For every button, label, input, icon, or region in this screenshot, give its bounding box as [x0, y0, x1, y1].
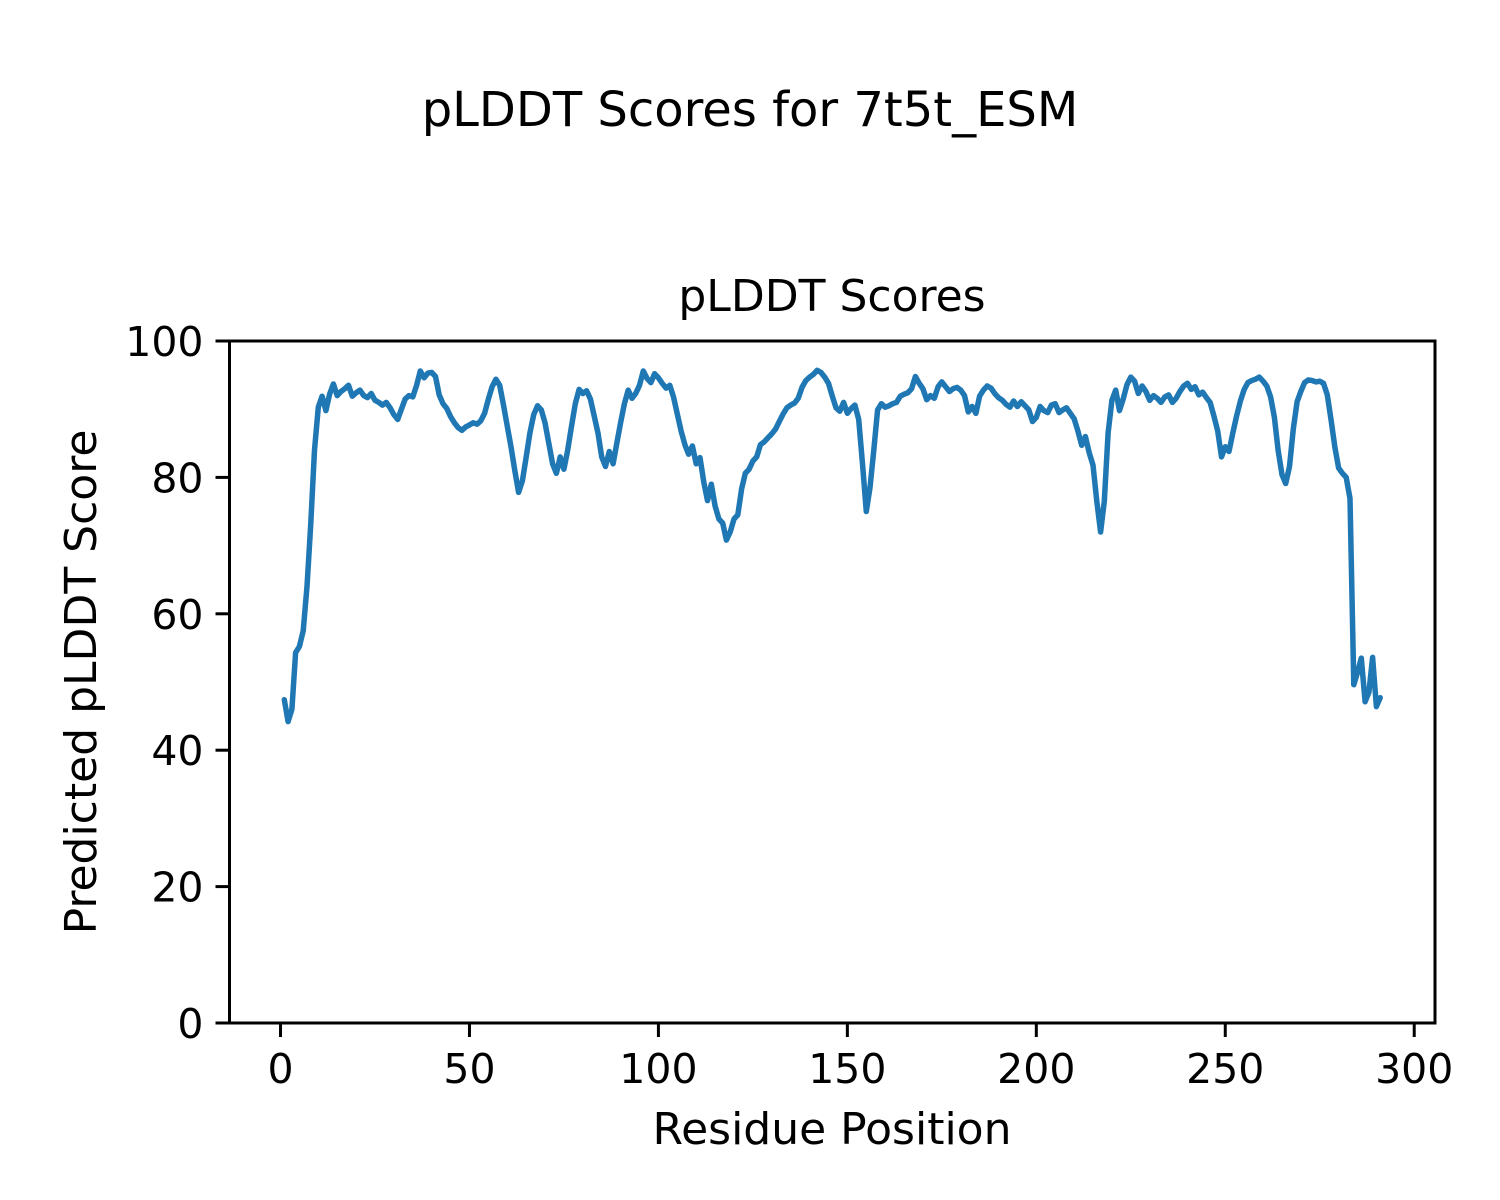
y-tick-label: 100	[125, 318, 203, 366]
x-tick-label: 250	[1186, 1045, 1264, 1093]
x-axis-label: Residue Position	[652, 1104, 1012, 1155]
plot-line	[281, 367, 1383, 725]
x-tick-label: 200	[997, 1045, 1075, 1093]
axes-title: pLDDT Scores	[678, 271, 986, 322]
x-tick-label: 100	[619, 1045, 697, 1093]
axes-frame	[228, 339, 1437, 1025]
y-tick-label: 60	[151, 591, 203, 639]
x-tick-label: 50	[443, 1045, 495, 1093]
x-tick-label: 0	[267, 1045, 293, 1093]
y-tick-label: 20	[151, 864, 203, 912]
y-tick-label: 0	[177, 1000, 203, 1048]
y-tick-label: 40	[151, 727, 203, 775]
figure-suptitle: pLDDT Scores for 7t5t_ESM	[421, 82, 1079, 138]
x-tick-label: 300	[1375, 1045, 1453, 1093]
y-axis-label: Predicted pLDDT Score	[55, 429, 107, 935]
x-tick-label: 150	[808, 1045, 886, 1093]
y-tick-label: 80	[151, 454, 203, 502]
